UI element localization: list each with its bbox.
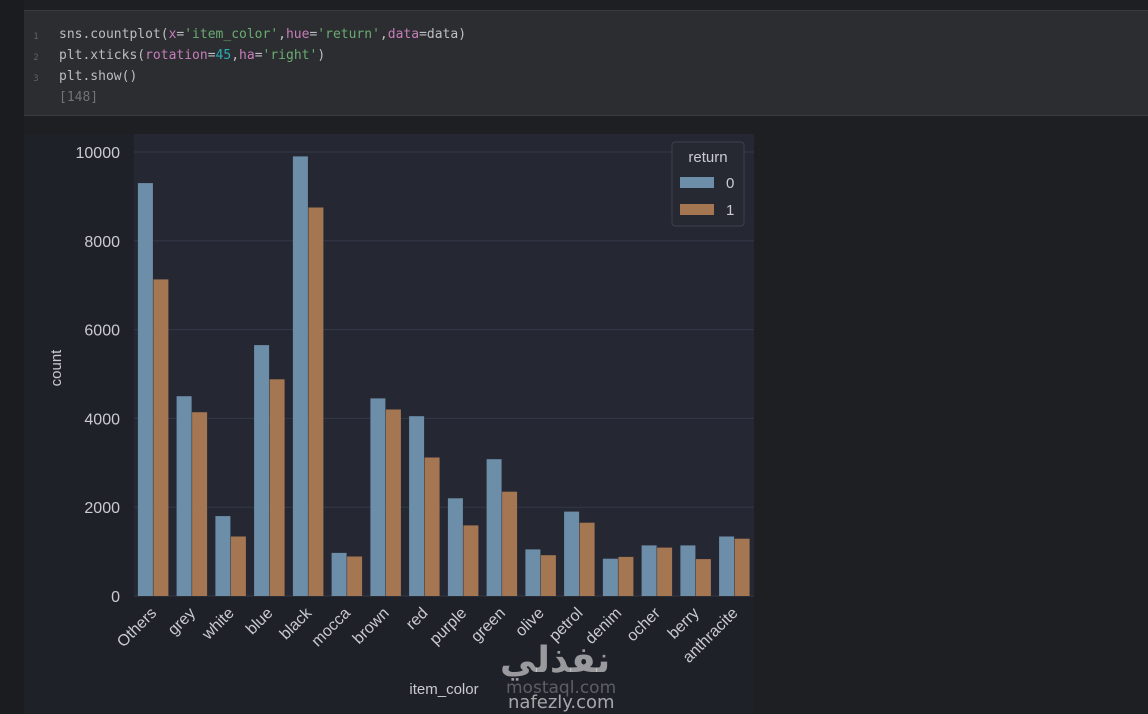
bar-purple-return-0 — [447, 498, 463, 596]
bar-purple-return-1 — [463, 525, 479, 596]
editor-gutter — [0, 0, 24, 714]
plot-area — [134, 134, 754, 596]
code-token: 'right' — [262, 48, 318, 63]
bar-blue-return-0 — [254, 345, 270, 596]
legend: return 0 1 — [671, 141, 745, 227]
y-axis-label: count — [48, 349, 65, 387]
execution-count: [148] — [59, 90, 99, 105]
code-token: , — [278, 27, 286, 42]
bar-denim-return-1 — [618, 556, 634, 596]
bar-red-return-1 — [424, 457, 440, 596]
bar-Others-return-0 — [137, 183, 153, 596]
bar-mocca-return-1 — [347, 556, 363, 596]
line-number: 3 — [33, 74, 39, 84]
bar-petrol-return-1 — [579, 522, 595, 596]
bar-olive-return-1 — [540, 555, 556, 596]
code-token: , — [379, 27, 388, 42]
bar-anthracite-return-0 — [719, 536, 735, 596]
code-token: ha — [239, 48, 255, 63]
bar-berry-return-0 — [680, 545, 696, 596]
code-token: hue — [285, 27, 310, 42]
bar-Others-return-1 — [153, 279, 169, 596]
code-line: sns.countplot(x='item_color',hue='return… — [59, 24, 466, 45]
y-tick-label: 4000 — [84, 411, 120, 428]
bar-brown-return-1 — [385, 409, 401, 596]
bar-blue-return-1 — [269, 379, 285, 596]
code-token: = — [254, 48, 263, 63]
x-axis-label: item_color — [409, 681, 478, 698]
bar-mocca-return-0 — [331, 552, 347, 596]
code-token: plt.show() — [59, 69, 138, 84]
bar-grey-return-1 — [192, 412, 208, 596]
line-number: 1 — [33, 32, 39, 42]
code-line: plt.show() — [59, 66, 466, 87]
code-token: data — [387, 27, 420, 42]
code-token: =data) — [419, 27, 467, 42]
bar-berry-return-1 — [695, 559, 711, 596]
legend-title: return — [688, 149, 727, 166]
legend-label-return-1: 1 — [726, 202, 734, 219]
legend-swatch-return-1 — [680, 204, 714, 215]
bar-petrol-return-0 — [564, 511, 580, 596]
bar-anthracite-return-1 — [734, 538, 750, 596]
code-token: = — [176, 27, 185, 42]
line-numbers: 1 2 3 — [24, 27, 48, 90]
y-tick-label: 10000 — [76, 145, 121, 162]
bar-green-return-1 — [502, 491, 518, 596]
bar-white-return-0 — [215, 516, 231, 596]
bar-ocher-return-1 — [657, 547, 673, 596]
bars — [137, 156, 750, 596]
y-tick-labels: 0 2000 4000 6000 8000 10000 — [76, 145, 121, 606]
code-token: rotation — [145, 48, 208, 63]
bar-ocher-return-0 — [641, 545, 657, 596]
bar-red-return-0 — [409, 416, 425, 596]
code-token: = — [207, 48, 216, 63]
code-token: sns.countplot( — [59, 27, 169, 42]
code-token: ) — [317, 48, 326, 63]
legend-swatch-return-0 — [680, 177, 714, 188]
code-editor[interactable]: sns.countplot(x='item_color',hue='return… — [59, 24, 466, 108]
bar-olive-return-0 — [525, 549, 541, 596]
bar-brown-return-0 — [370, 398, 386, 596]
cell-output: 0 2000 4000 6000 8000 10000 Others grey white bl… — [24, 118, 1148, 714]
y-tick-label: 6000 — [84, 323, 120, 340]
code-token: x — [168, 27, 177, 42]
code-token: 'item_color' — [184, 27, 279, 42]
bar-white-return-1 — [230, 536, 246, 596]
bar-grey-return-0 — [176, 396, 192, 596]
y-tick-label: 0 — [111, 589, 120, 606]
code-token: plt.xticks( — [59, 48, 146, 63]
code-token: 'return' — [317, 27, 380, 42]
gridlines — [134, 151, 754, 597]
bar-black-return-0 — [292, 156, 308, 596]
bar-denim-return-0 — [602, 558, 618, 596]
code-token: , — [231, 48, 240, 63]
code-token: 45 — [215, 48, 232, 63]
y-tick-label: 8000 — [84, 234, 120, 251]
code-line: plt.xticks(rotation=45,ha='right') — [59, 45, 466, 66]
bar-green-return-0 — [486, 459, 502, 596]
line-number: 2 — [33, 53, 39, 63]
code-token: = — [309, 27, 318, 42]
y-tick-label: 2000 — [84, 500, 120, 517]
bar-black-return-1 — [308, 207, 324, 596]
legend-label-return-0: 0 — [726, 175, 734, 192]
